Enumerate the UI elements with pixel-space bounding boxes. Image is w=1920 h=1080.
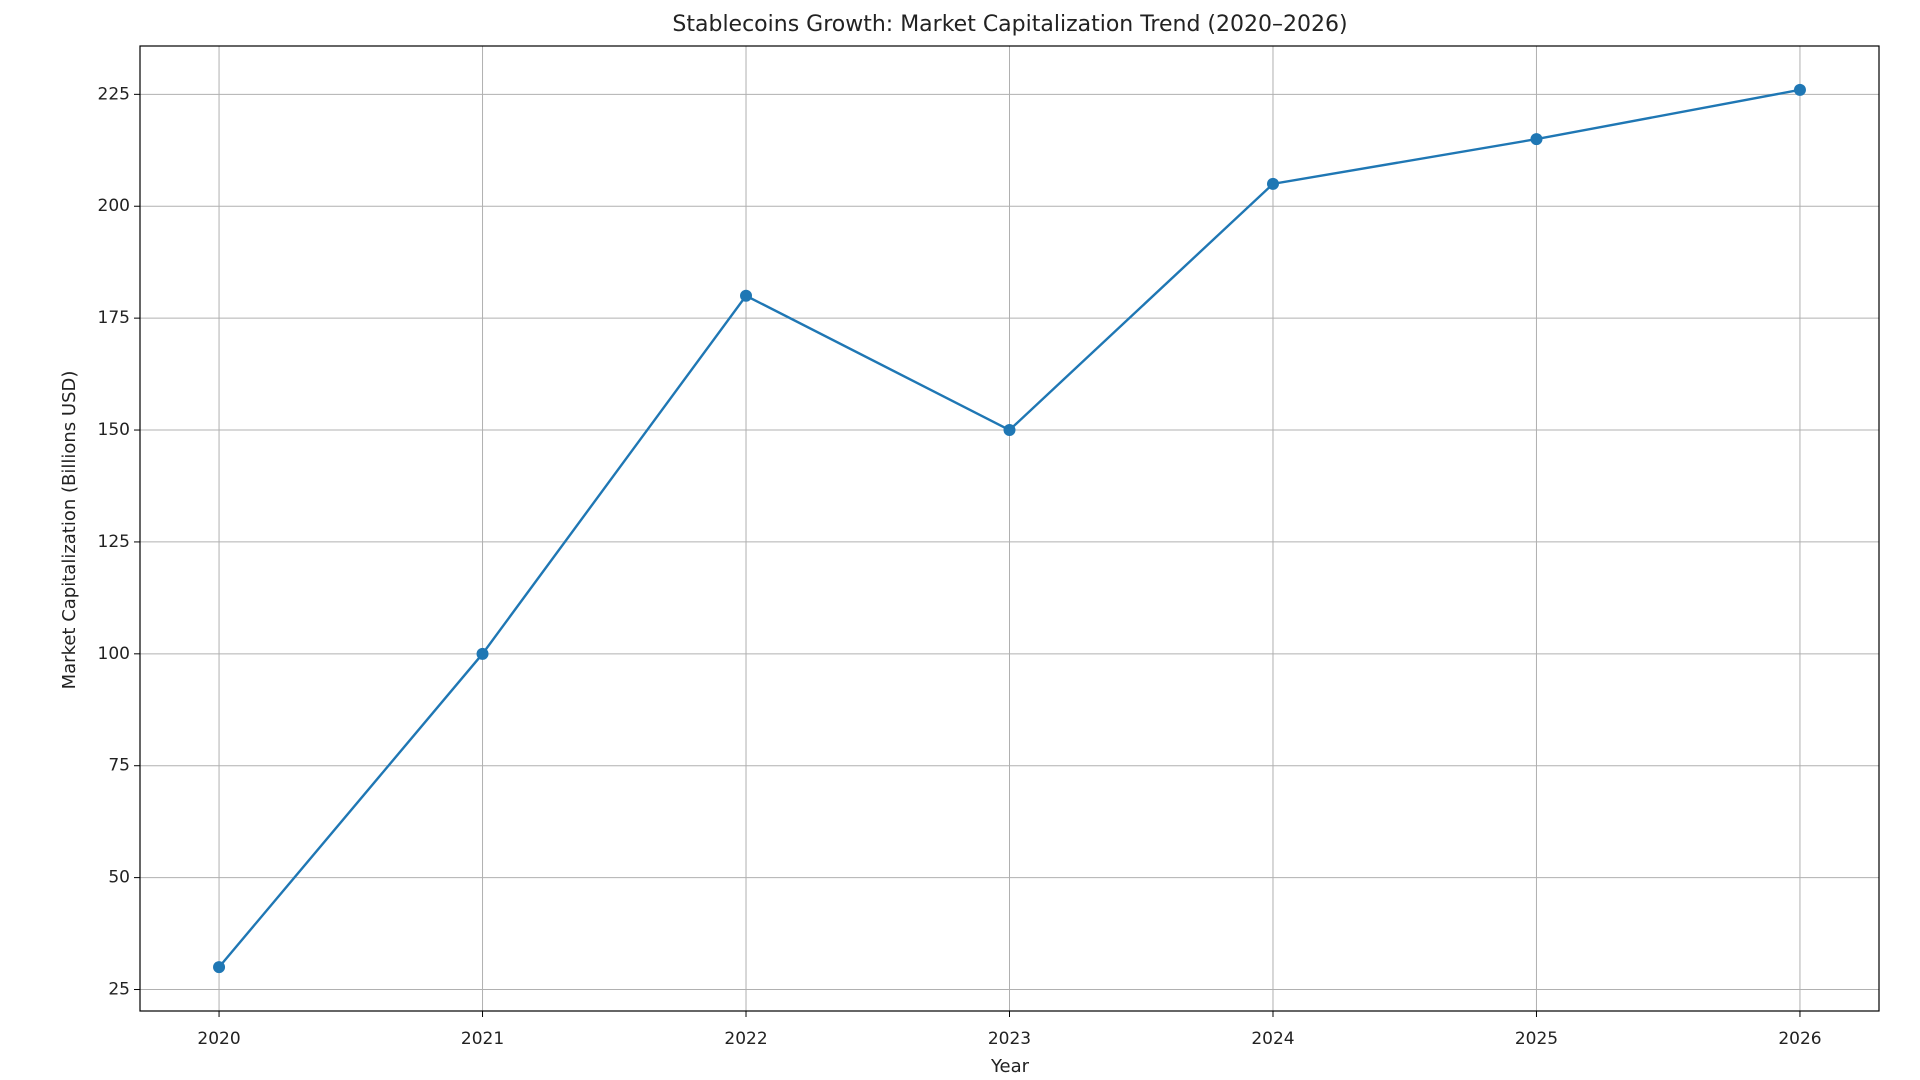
x-tick-label: 2020 [197,1029,240,1049]
x-tick-label: 2026 [1778,1029,1821,1049]
y-tick-label: 125 [98,532,130,552]
y-tick-label: 25 [108,980,130,1000]
x-tick-label: 2023 [988,1029,1031,1049]
x-axis-label: Year [990,1056,1030,1077]
y-tick-label: 150 [98,420,130,440]
data-point [1266,177,1279,190]
y-tick-label: 175 [98,308,130,328]
data-point [740,289,753,302]
data-point [1003,424,1016,437]
y-tick-label: 100 [98,644,130,664]
data-point [1793,83,1806,96]
plot-frame [139,45,1880,1012]
chart-title: Stablecoins Growth: Market Capitalizatio… [672,12,1347,37]
x-tick-label: 2022 [724,1029,767,1049]
data-point [476,647,489,660]
y-tick-label: 75 [108,756,130,776]
y-axis-label: Market Capitalization (Billions USD) [59,371,80,690]
data-point [1530,133,1543,146]
y-tick-label: 50 [108,868,130,888]
x-tick-label: 2021 [461,1029,504,1049]
x-tick-label: 2025 [1515,1029,1558,1049]
x-tick-label: 2024 [1251,1029,1294,1049]
y-tick-label: 200 [98,196,130,216]
data-point [213,961,226,974]
y-tick-label: 225 [98,84,130,104]
